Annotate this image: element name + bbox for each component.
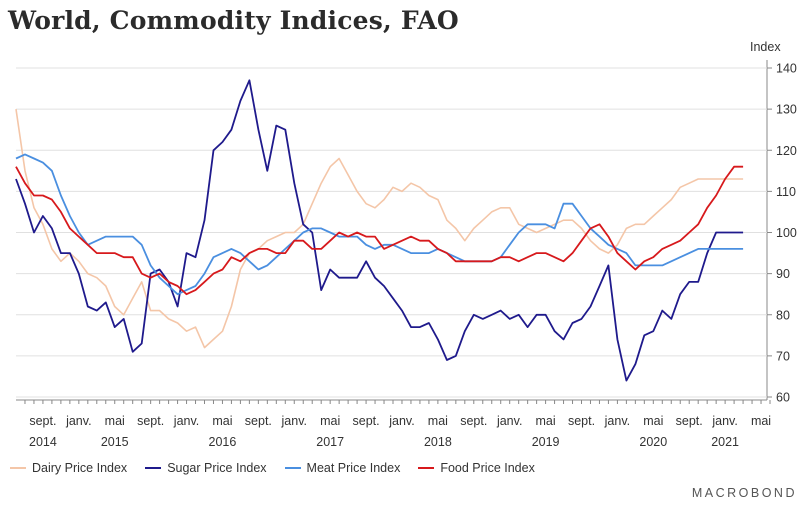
legend-item-meat: Meat Price Index	[284, 461, 401, 475]
x-tick-label: mai	[643, 414, 663, 428]
legend-item-sugar: Sugar Price Index	[145, 461, 267, 475]
y-tick-label-80: 80	[776, 308, 790, 322]
grid-lines	[16, 60, 768, 400]
x-tick-label: mai	[751, 414, 771, 428]
x-tick-label: janv.	[496, 414, 522, 428]
x-year-label: 2015	[101, 435, 129, 449]
x-tick-label: sept.	[137, 414, 164, 428]
x-axis-ticks: sept. janv. mai sept. janv. mai sept. janv. mai s…	[16, 399, 771, 449]
x-tick-label: janv.	[65, 414, 91, 428]
x-tick-label: mai	[536, 414, 556, 428]
x-year-label: 2016	[209, 435, 237, 449]
x-tick-label: mai	[105, 414, 125, 428]
x-year-label: 2017	[316, 435, 344, 449]
series-line-meat	[15, 153, 744, 296]
chart-title: World, Commodity Indices, FAO	[8, 6, 459, 35]
x-year-label: 2014	[29, 435, 57, 449]
x-tick-label: sept.	[460, 414, 487, 428]
x-tick-label: mai	[428, 414, 448, 428]
legend-label-meat: Meat Price Index	[306, 461, 401, 475]
x-tick-label: janv.	[711, 414, 737, 428]
legend-label-food: Food Price Index	[440, 461, 535, 475]
y-tick-label-60: 60	[776, 391, 790, 405]
x-tick-label: janv.	[388, 414, 414, 428]
x-year-label: 2020	[639, 435, 667, 449]
legend-item-dairy: Dairy Price Index	[10, 461, 127, 475]
x-tick-label: sept.	[245, 414, 272, 428]
legend-label-sugar: Sugar Price Index	[167, 461, 267, 475]
series-line-sugar	[15, 79, 744, 382]
x-year-label: 2019	[532, 435, 560, 449]
x-tick-label: janv.	[604, 414, 630, 428]
y-tick-label-70: 70	[776, 349, 790, 363]
y-tick-label-100: 100	[776, 226, 797, 240]
series-lines	[15, 79, 744, 382]
x-tick-label: janv.	[173, 414, 199, 428]
series-line-dairy	[15, 108, 744, 349]
y-axis-label: Index	[750, 40, 781, 54]
legend-label-dairy: Dairy Price Index	[32, 461, 128, 475]
x-year-label: 2021	[711, 435, 739, 449]
x-tick-label: sept.	[353, 414, 380, 428]
legend-swatch-meat	[284, 467, 301, 469]
legend-item-food: Food Price Index	[418, 461, 535, 475]
x-tick-label: mai	[320, 414, 340, 428]
legend-swatch-dairy	[10, 467, 26, 469]
y-tick-label-120: 120	[776, 144, 797, 158]
x-tick-label: mai	[212, 414, 232, 428]
x-year-label: 2018	[424, 435, 452, 449]
series-line-food	[15, 165, 744, 296]
y-axis-ticks: 60 70 80 90 100 110 120 130 140	[767, 62, 797, 405]
macrobond-logo: MACROBOND	[691, 486, 797, 500]
y-tick-label-110: 110	[776, 185, 796, 199]
x-tick-label: sept.	[568, 414, 595, 428]
legend-swatch-sugar	[145, 467, 162, 469]
x-tick-label: sept.	[676, 414, 703, 428]
legend: Dairy Price Index Sugar Price Index Meat…	[10, 461, 535, 475]
x-tick-label: sept.	[29, 414, 56, 428]
legend-swatch-food	[418, 467, 435, 469]
y-tick-label-140: 140	[776, 62, 797, 76]
y-tick-label-130: 130	[776, 103, 797, 117]
y-tick-label-90: 90	[776, 267, 790, 281]
x-tick-label: janv.	[281, 414, 307, 428]
